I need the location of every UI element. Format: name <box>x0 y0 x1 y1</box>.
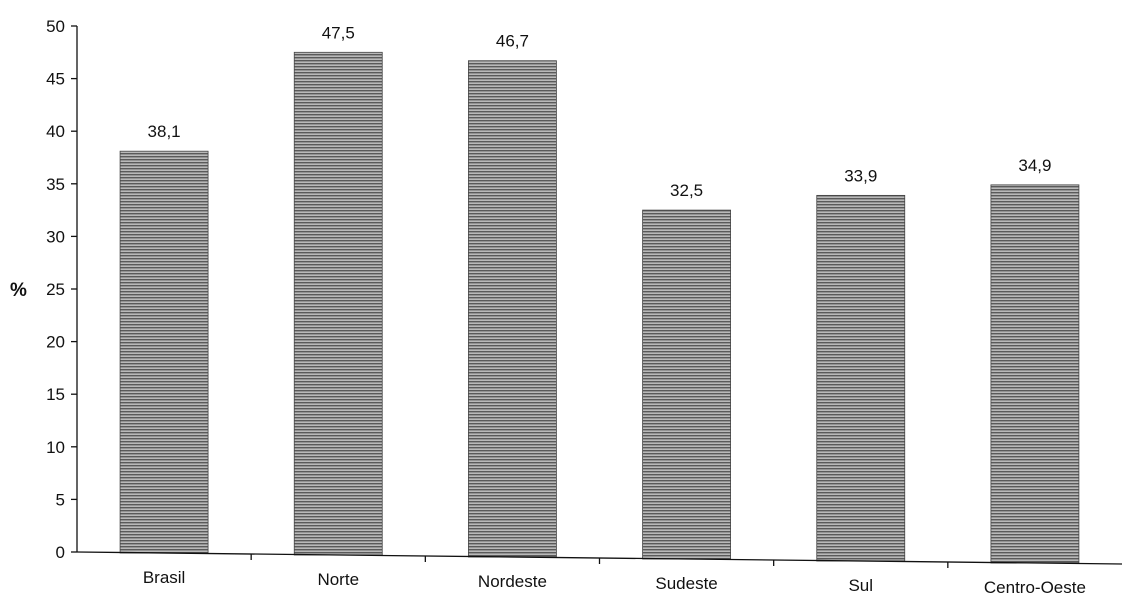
y-tick-label: 0 <box>56 543 65 562</box>
y-tick-label: 25 <box>46 280 65 299</box>
y-tick-label: 15 <box>46 385 65 404</box>
bar-brasil <box>119 150 209 554</box>
bar-value-label: 46,7 <box>496 32 529 51</box>
bar-value-label: 34,9 <box>1018 156 1051 175</box>
x-category-label: Sul <box>848 576 873 595</box>
y-tick-label: 50 <box>46 17 65 36</box>
x-axis-ticks: Brasil Norte Nordeste Sudeste Sul Centro-Oest… <box>143 554 1086 597</box>
bar-value-label: 38,1 <box>148 122 181 141</box>
y-tick-label: 10 <box>46 438 65 457</box>
y-tick-label: 40 <box>46 122 65 141</box>
x-category-label: Sudeste <box>655 574 717 593</box>
x-category-label: Centro-Oeste <box>984 578 1086 597</box>
bar-sul <box>816 194 906 562</box>
y-tick-label: 5 <box>56 490 65 509</box>
bar-centro-oeste <box>990 184 1080 564</box>
bar-value-label: 32,5 <box>670 181 703 200</box>
y-tick-label: 45 <box>46 70 65 89</box>
y-tick-label: 35 <box>46 175 65 194</box>
bar-value-label: 47,5 <box>322 23 355 42</box>
bar-sudeste <box>642 209 731 560</box>
bar-value-label: 33,9 <box>844 166 877 185</box>
bar-norte <box>293 51 383 556</box>
y-tick-label: 30 <box>46 227 65 246</box>
y-axis-ticks: 0 5 10 15 20 25 30 35 40 45 50 <box>46 17 77 562</box>
y-axis-label: % <box>10 280 27 301</box>
x-category-label: Brasil <box>143 568 186 587</box>
bars-group: 38,1 47,5 46,7 32,5 33,9 34,9 <box>119 23 1080 564</box>
x-category-label: Norte <box>317 570 359 589</box>
x-category-label: Nordeste <box>478 572 547 591</box>
y-tick-label: 20 <box>46 333 65 352</box>
bar-nordeste <box>468 60 557 558</box>
